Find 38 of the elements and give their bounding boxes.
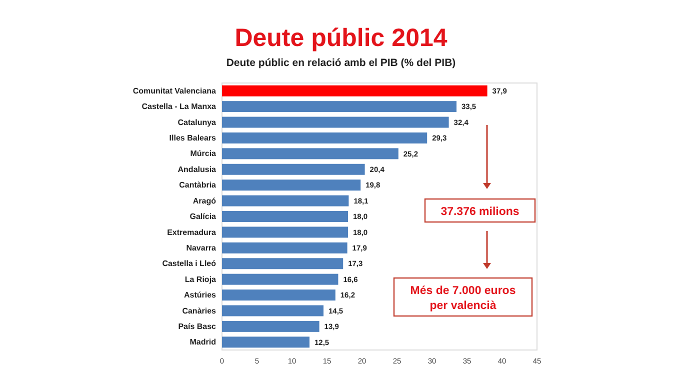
y-tick-label: Aragó: [192, 196, 216, 206]
y-tick-label: Canàries: [182, 306, 217, 316]
y-tick-label: Comunitat Valenciana: [132, 86, 217, 96]
y-tick-label: Andalusia: [178, 164, 217, 174]
chart-title: Deute públic 2014: [234, 24, 448, 52]
bar: [222, 274, 338, 285]
y-tick-label: Illes Balears: [169, 134, 217, 143]
y-tick-label: Cantàbria: [179, 180, 217, 190]
bar: [222, 305, 324, 316]
y-tick-label: País Basc: [178, 322, 217, 331]
bar: [222, 258, 344, 270]
chart-subtitle: Deute públic en relació amb el PIB (% del PIB): [226, 57, 456, 69]
bar: [222, 101, 456, 112]
bar: [222, 195, 349, 206]
bar: [222, 242, 348, 254]
y-tick-label: Galícia: [190, 212, 217, 222]
annotation: 37.376 milions: [440, 206, 520, 218]
bar: [222, 148, 398, 160]
y-tick-label: Navarra: [186, 243, 217, 252]
y-tick-label: Madrid: [190, 338, 216, 347]
y-tick-label: Catalunya: [178, 118, 217, 127]
annotation: Més de 7.000 euros per valencià: [410, 285, 516, 312]
y-tick-label: Castella - La Manxa: [142, 102, 217, 112]
y-tick-label: Extremadura: [167, 228, 217, 237]
bar: [222, 226, 348, 238]
bar: [222, 290, 336, 301]
bar: [222, 164, 365, 175]
y-tick-label: Astúries: [184, 290, 217, 300]
bar: [222, 116, 449, 128]
y-tick-label: Castella i Lleó: [162, 259, 216, 268]
y-tick-label: Múrcia: [190, 149, 217, 158]
bar: [222, 132, 428, 144]
bar: [222, 85, 488, 96]
bar: [222, 320, 320, 332]
bar: [222, 336, 310, 348]
bar: [222, 180, 361, 191]
y-tick-label: La Rioja: [184, 274, 217, 284]
bar: [222, 211, 348, 222]
